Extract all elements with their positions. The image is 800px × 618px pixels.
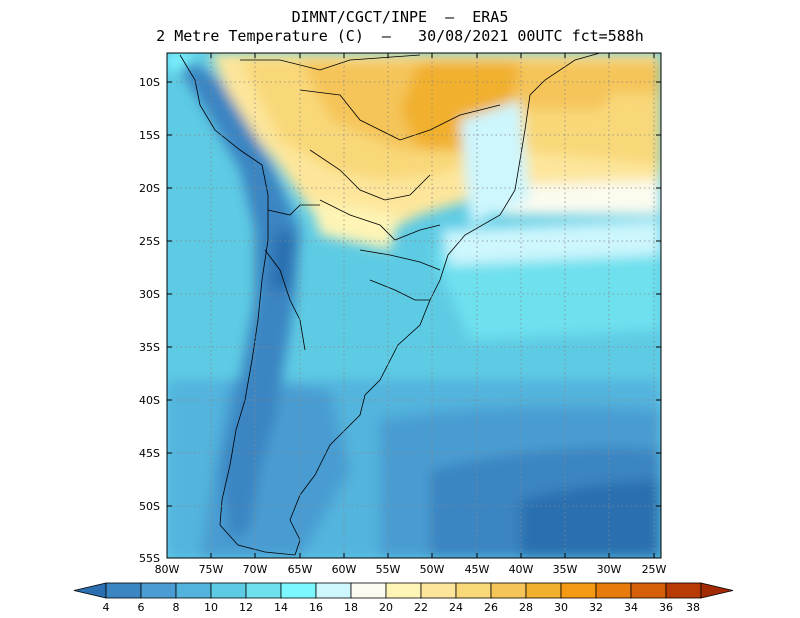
colorbar-arrow-low	[73, 582, 107, 599]
colorbar-swatch	[560, 582, 597, 599]
colorbar-label-32: 32	[589, 601, 603, 614]
colorbar-swatch	[525, 582, 562, 599]
colorbar-label-18: 18	[344, 601, 358, 614]
axis-ticks	[167, 53, 661, 558]
colorbar-swatch	[595, 582, 632, 599]
lat-label-35s: 35S	[139, 341, 160, 354]
longitude-labels: 80W 75W 70W 65W 60W 55W 50W 45W 40W 35W …	[155, 563, 667, 576]
colorbar-labels: 4 6 8 10 12 14 16 18 20 22 24 26 28 30 3…	[103, 601, 701, 614]
colorbar: 4 6 8 10 12 14 16 18 20 22 24 26 28 30 3…	[73, 582, 734, 614]
graticule	[167, 53, 661, 558]
colorbar-swatch	[210, 582, 247, 599]
colorbar-swatch	[385, 582, 422, 599]
colorbar-swatch	[280, 582, 317, 599]
colorbar-swatch	[490, 582, 527, 599]
colorbar-swatch	[455, 582, 492, 599]
colorbar-label-28: 28	[519, 601, 533, 614]
colorbar-label-8: 8	[173, 601, 180, 614]
lat-label-50s: 50S	[139, 500, 160, 513]
lon-label-65w: 65W	[288, 563, 313, 576]
colorbar-label-4: 4	[103, 601, 110, 614]
colorbar-label-38: 38	[686, 601, 700, 614]
map-frame	[166, 52, 662, 559]
colorbar-swatch	[665, 582, 702, 599]
lat-label-25s: 25S	[139, 235, 160, 248]
lon-label-35w: 35W	[553, 563, 578, 576]
colorbar-swatch	[175, 582, 212, 599]
lon-label-45w: 45W	[465, 563, 490, 576]
colorbar-swatch	[420, 582, 457, 599]
lon-label-30w: 30W	[597, 563, 622, 576]
lon-label-40w: 40W	[509, 563, 534, 576]
colorbar-swatch	[245, 582, 282, 599]
colorbar-label-26: 26	[484, 601, 498, 614]
colorbar-swatch	[105, 582, 142, 599]
lon-label-70w: 70W	[243, 563, 268, 576]
colorbar-swatch	[140, 582, 177, 599]
colorbar-label-16: 16	[309, 601, 323, 614]
colorbar-arrow-high	[700, 582, 734, 599]
lat-label-55s: 55S	[139, 552, 160, 565]
colorbar-label-10: 10	[204, 601, 218, 614]
coastlines	[179, 53, 601, 556]
lat-label-15s: 15S	[139, 129, 160, 142]
colorbar-swatch	[350, 582, 387, 599]
lat-label-40s: 40S	[139, 394, 160, 407]
lon-label-55w: 55W	[376, 563, 401, 576]
lon-label-50w: 50W	[420, 563, 445, 576]
lat-label-20s: 20S	[139, 182, 160, 195]
colorbar-label-14: 14	[274, 601, 288, 614]
latitude-labels: 10S 15S 20S 25S 30S 35S 40S 45S 50S 55S	[139, 76, 160, 565]
lat-label-45s: 45S	[139, 447, 160, 460]
colorbar-label-30: 30	[554, 601, 568, 614]
colorbar-label-24: 24	[449, 601, 463, 614]
map-title: DIMNT/CGCT/INPE – ERA5	[291, 8, 509, 26]
colorbar-label-22: 22	[414, 601, 428, 614]
colorbar-label-12: 12	[239, 601, 253, 614]
lat-label-10s: 10S	[139, 76, 160, 89]
colorbar-label-36: 36	[659, 601, 673, 614]
lon-label-60w: 60W	[332, 563, 357, 576]
lon-label-25w: 25W	[642, 563, 667, 576]
lon-label-80w: 80W	[155, 563, 180, 576]
colorbar-label-20: 20	[379, 601, 393, 614]
colorbar-label-6: 6	[138, 601, 145, 614]
lat-label-30s: 30S	[139, 288, 160, 301]
temperature-field	[167, 53, 661, 558]
colorbar-label-34: 34	[624, 601, 638, 614]
map-subtitle: 2 Metre Temperature (C) – 30/08/2021 00U…	[156, 27, 644, 45]
colorbar-swatch	[630, 582, 667, 599]
lon-label-75w: 75W	[199, 563, 224, 576]
colorbar-swatch	[315, 582, 352, 599]
colorbar-swatches	[73, 582, 734, 599]
